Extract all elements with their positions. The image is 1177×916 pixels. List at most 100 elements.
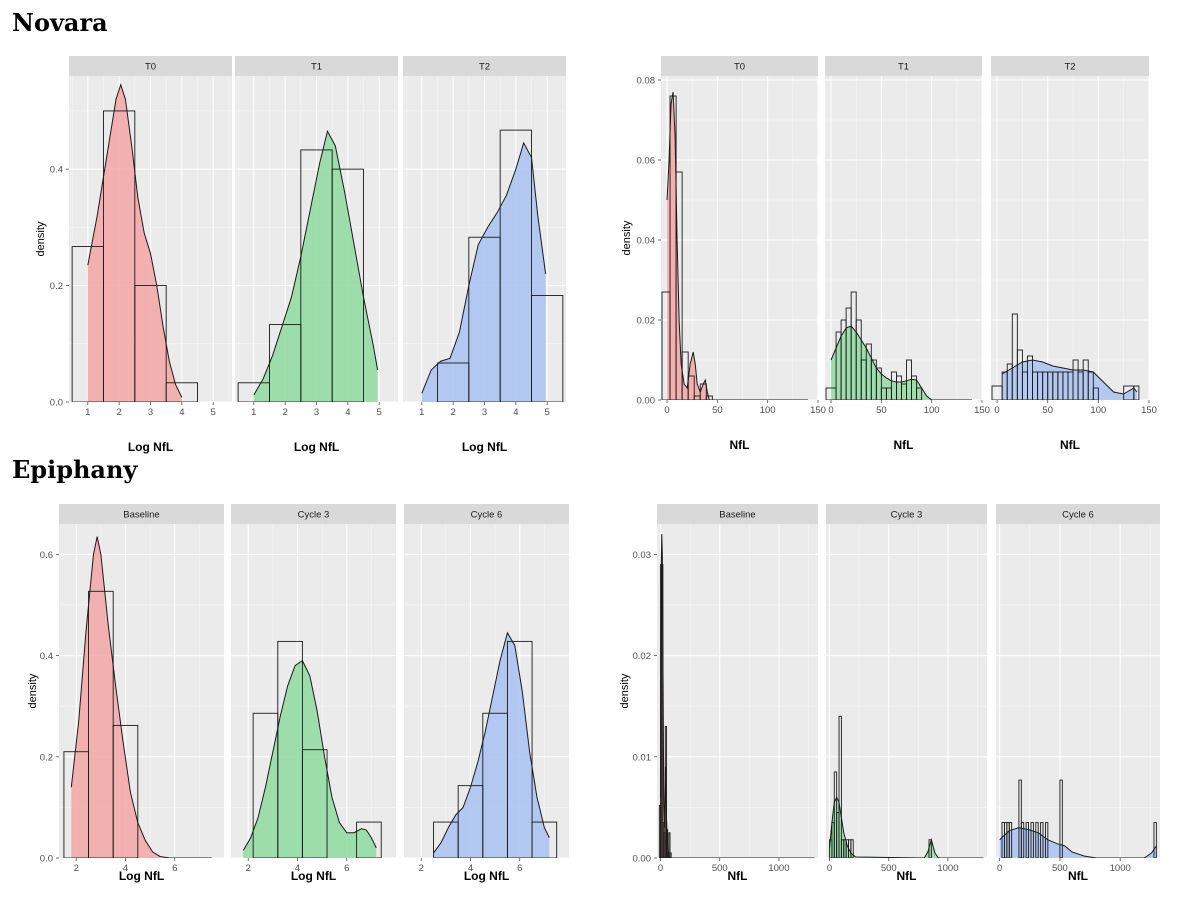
y-tick-label: 0.08 [637,76,656,87]
x-tick-label: 0 [994,405,999,416]
facet-strip [59,504,224,524]
x-axis-label: Log NfL [462,440,507,454]
y-tick-label: 0.2 [50,281,63,292]
facet-panel-3-0: Baseline 0 500 1000 NfL [657,504,818,883]
density-curve [433,631,550,854]
x-axis-label: Log NfL [128,440,173,454]
histogram-bar [1025,822,1030,858]
x-tick-label: 150 [1141,405,1157,416]
histogram-bar [838,715,842,858]
x-axis-label: Log NfL [291,869,336,883]
x-tick-label: 0 [658,863,663,874]
panel-plot-area [421,129,564,402]
histogram-bar [531,295,564,402]
density-curve [253,129,379,396]
y-tick-label: 0.00 [637,396,656,407]
facet-strip-label: Cycle 3 [891,510,923,521]
x-axis-label: NfL [728,869,748,883]
histogram-bar [1040,822,1044,858]
histogram-bar [1153,822,1157,858]
facet-strip [231,504,396,524]
y-axis-label: density [621,220,633,255]
y-tick-label: 0.4 [50,165,63,176]
histogram-bar [705,395,713,400]
x-axis-label: Log NfL [464,869,509,883]
facet-panel-3-2: Cycle 6 0 500 1000 NfL [996,504,1160,883]
histogram-bar [1059,779,1063,858]
density-curve [660,534,815,858]
y-tick-label: 0.02 [633,651,652,662]
facet-panel-1-2: T2 0 50 100 150 NfL [991,56,1157,452]
density-area [421,142,546,402]
facet-strip [825,56,982,76]
x-tick-label: 100 [924,405,940,416]
facet-strip [996,504,1160,524]
facet-strip-label: T1 [311,62,322,73]
y-tick-label: 0.0 [40,854,53,865]
x-tick-label: 1000 [768,863,789,874]
x-tick-label: 1 [251,407,256,418]
histogram-bar [875,367,882,400]
histogram-bar [916,387,923,400]
x-tick-label: 500 [881,863,897,874]
x-tick-label: 3 [148,407,153,418]
x-tick-label: 0 [828,405,833,416]
y-axis-label: density [27,673,39,708]
facet-strip [69,56,232,76]
x-tick-label: 150 [974,405,990,416]
x-tick-label: 2 [283,407,288,418]
y-tick-label: 0.00 [633,854,652,865]
y-tick-label: 0.02 [637,316,656,327]
facet-strip-label: Cycle 6 [471,510,503,521]
x-tick-label: 4 [179,407,184,418]
histogram-bar [103,110,136,402]
panel-plot-area [829,715,984,858]
density-curve [829,796,984,858]
x-tick-label: 100 [1090,405,1106,416]
panel-background [826,524,987,858]
density-area [243,660,377,858]
x-tick-label: 100 [760,405,776,416]
facet-strip-label: T0 [734,62,745,73]
x-tick-label: 1 [419,407,424,418]
facet-strip-label: Cycle 3 [298,510,330,521]
x-axis-label: NfL [897,869,917,883]
panel-background [996,524,1160,858]
histogram-bar [301,749,328,858]
histogram-bar [1008,822,1013,858]
density-area [829,797,984,858]
histogram-bar [506,640,533,858]
facet-panel-3-1: Cycle 3 0 500 1000 NfL [826,504,987,883]
panel-plot-area [999,779,1157,858]
histogram-bar [88,590,114,858]
density-curve [87,83,183,398]
x-tick-label: 5 [377,407,382,418]
x-tick-label: 6 [344,863,349,874]
histogram-bar [675,171,683,400]
x-tick-label: 3 [314,407,319,418]
histogram-bar [1133,385,1140,400]
y-tick-label: 0.2 [40,752,53,763]
density-area [253,131,378,402]
facet-panel-1-0: T0 0 50 100 150 NfL [661,56,826,452]
histogram-bar [1020,822,1025,858]
histogram-bar [1035,822,1039,858]
density-area [667,92,808,400]
histogram-bar [531,821,558,858]
x-tick-label: 6 [517,863,522,874]
density-curve [1001,359,1138,395]
x-tick-label: 4 [123,863,128,874]
x-tick-label: 0 [827,863,832,874]
panel-plot-area [237,129,379,402]
x-tick-label: 2 [419,863,424,874]
x-axis-label: NfL [1060,438,1080,452]
y-tick-label: 0.4 [40,651,53,662]
facet-strip-label: T1 [898,62,909,73]
y-tick-label: 0.01 [633,752,652,763]
density-curve [999,827,1157,858]
facet-panel-0-2: T2 1 2 3 4 5 Log NfL [403,56,566,454]
histogram-bar [850,839,854,858]
panel-plot-area [433,631,558,858]
histogram-bar [499,129,532,402]
facet-strip [235,56,398,76]
